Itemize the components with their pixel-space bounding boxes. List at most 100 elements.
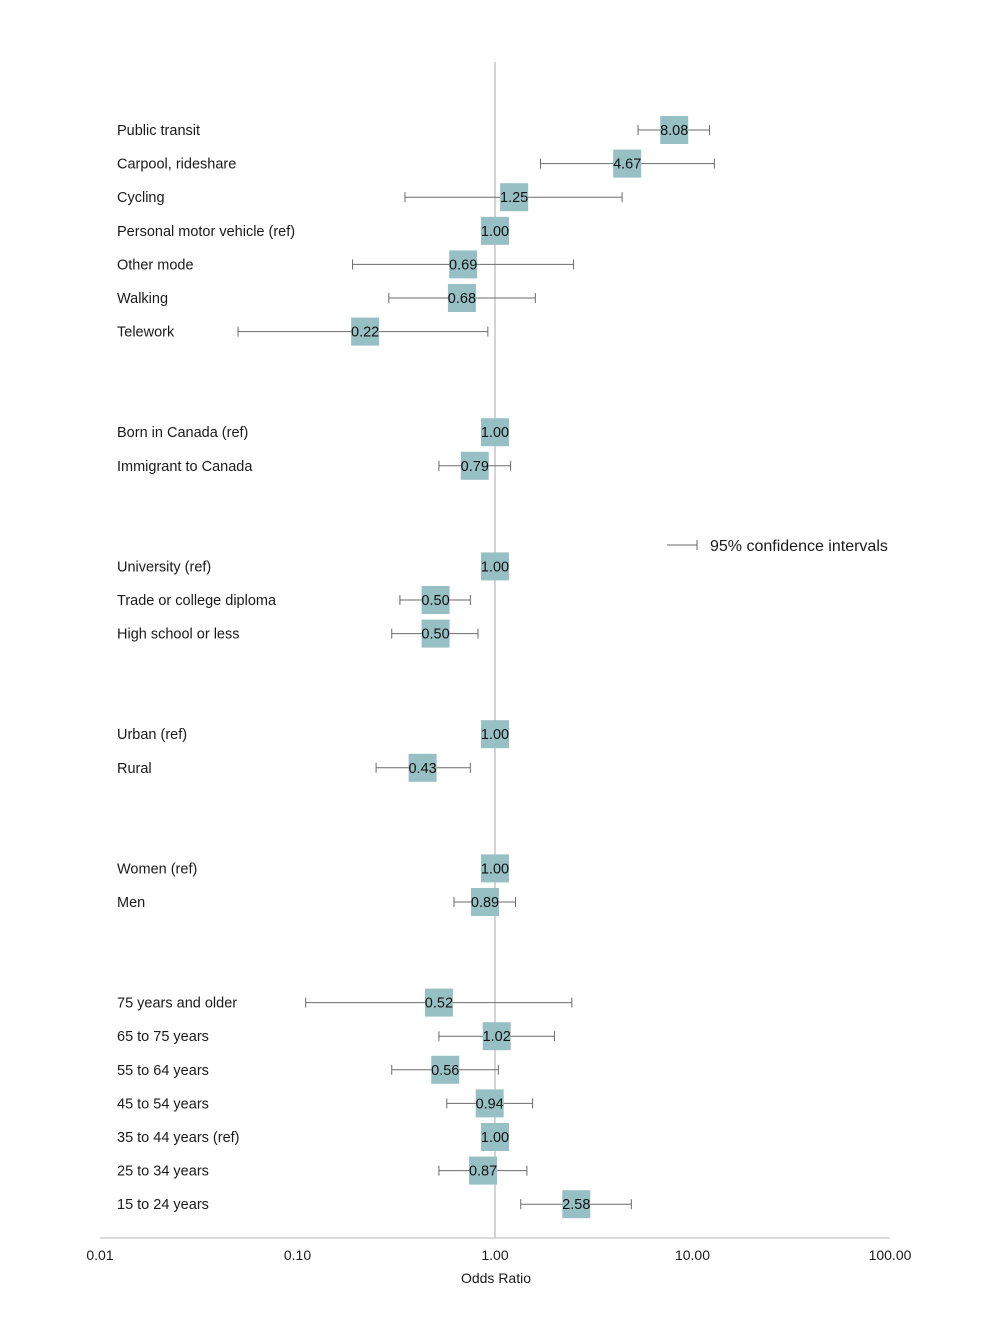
value-label: 1.00 bbox=[481, 1130, 509, 1146]
point-estimate-box bbox=[660, 116, 689, 144]
value-label: 1.00 bbox=[481, 224, 509, 240]
forest-row: 25 to 34 years 0.87 bbox=[117, 1156, 528, 1185]
row-label: Carpool, rideshare bbox=[117, 157, 236, 173]
forest-row: 75 years and older 0.52 bbox=[117, 988, 573, 1017]
legend: 95% confidence intervals bbox=[667, 538, 888, 555]
value-label: 0.89 bbox=[471, 895, 499, 911]
point-estimate-box bbox=[421, 619, 450, 648]
row-label: Born in Canada (ref) bbox=[117, 425, 248, 441]
point-estimate-box bbox=[481, 552, 509, 581]
forest-row: 65 to 75 years 1.02 bbox=[117, 1022, 555, 1051]
row-label: Women (ref) bbox=[117, 861, 197, 877]
point-estimate-box bbox=[481, 854, 509, 883]
x-axis: 0.01 0.10 1.00 10.00 100.00 bbox=[86, 1237, 912, 1263]
x-tick-label: 100.00 bbox=[869, 1247, 912, 1263]
point-estimate-box bbox=[481, 216, 509, 245]
value-label: 1.00 bbox=[481, 559, 509, 575]
forest-row: University (ref) 1.00 bbox=[117, 552, 509, 581]
value-label: 4.67 bbox=[613, 157, 641, 173]
plot-rows: Public transit 8.08 Carpool, rideshare 4.67… bbox=[117, 116, 715, 1219]
row-label: 35 to 44 years (ref) bbox=[117, 1130, 240, 1146]
value-label: 2.58 bbox=[562, 1197, 590, 1213]
value-label: 1.00 bbox=[481, 727, 509, 743]
forest-row: 35 to 44 years (ref) 1.00 bbox=[117, 1123, 509, 1151]
forest-row: Public transit 8.08 bbox=[117, 116, 711, 144]
x-tick-label: 0.01 bbox=[86, 1247, 113, 1263]
row-group: Public transit 8.08 Carpool, rideshare 4.67… bbox=[117, 116, 715, 346]
row-label: 25 to 34 years bbox=[117, 1164, 209, 1180]
point-estimate-box bbox=[475, 1089, 504, 1118]
x-tick-label: 0.10 bbox=[284, 1247, 311, 1263]
point-estimate-box bbox=[447, 284, 476, 312]
forest-row: Immigrant to Canada 0.79 bbox=[117, 451, 512, 480]
value-label: 1.25 bbox=[500, 190, 528, 206]
row-group: University (ref) 1.00 Trade or college dip… bbox=[117, 552, 509, 648]
point-estimate-box bbox=[431, 1055, 460, 1084]
forest-row: Urban (ref) 1.00 bbox=[117, 720, 509, 749]
x-axis-title: Odds Ratio bbox=[461, 1270, 531, 1286]
row-label: High school or less bbox=[117, 627, 240, 643]
value-label: 0.50 bbox=[421, 627, 449, 643]
row-label: Men bbox=[117, 895, 145, 911]
row-label: 75 years and older bbox=[117, 996, 237, 1012]
row-label: Urban (ref) bbox=[117, 727, 187, 743]
value-label: 0.50 bbox=[421, 593, 449, 609]
row-label: Telework bbox=[117, 325, 175, 341]
row-group: Born in Canada (ref) 1.00 Immigrant to Can… bbox=[117, 418, 512, 480]
point-estimate-box bbox=[421, 586, 450, 614]
forest-row: 55 to 64 years 0.56 bbox=[117, 1055, 499, 1084]
point-estimate-box bbox=[481, 720, 509, 749]
row-label: Public transit bbox=[117, 123, 200, 139]
forest-row: 15 to 24 years 2.58 bbox=[117, 1190, 632, 1219]
point-estimate-box bbox=[351, 317, 380, 346]
row-label: University (ref) bbox=[117, 559, 211, 575]
forest-row: Cycling 1.25 bbox=[117, 183, 623, 212]
forest-row: Women (ref) 1.00 bbox=[117, 854, 509, 883]
forest-row: Telework 0.22 bbox=[117, 317, 489, 346]
row-label: Walking bbox=[117, 291, 168, 307]
point-estimate-box bbox=[562, 1190, 591, 1219]
legend-label: 95% confidence intervals bbox=[710, 538, 888, 555]
point-estimate-box bbox=[482, 1022, 511, 1051]
point-estimate-box bbox=[469, 1156, 498, 1185]
value-label: 1.00 bbox=[481, 861, 509, 877]
value-label: 0.22 bbox=[351, 325, 379, 341]
forest-row: Personal motor vehicle (ref) 1.00 bbox=[117, 216, 509, 245]
point-estimate-box bbox=[408, 753, 437, 782]
value-label: 8.08 bbox=[660, 123, 688, 139]
point-estimate-box bbox=[471, 888, 500, 916]
forest-row: Carpool, rideshare 4.67 bbox=[117, 149, 715, 178]
forest-row: Men 0.89 bbox=[117, 888, 517, 916]
x-tick-label: 10.00 bbox=[675, 1247, 710, 1263]
forest-row: Rural 0.43 bbox=[117, 753, 471, 782]
row-group: Urban (ref) 1.00 Rural 0.43 bbox=[117, 720, 509, 782]
forest-row: 45 to 54 years 0.94 bbox=[117, 1089, 534, 1118]
row-label: Trade or college diploma bbox=[117, 593, 277, 609]
row-label: Cycling bbox=[117, 190, 165, 206]
point-estimate-box bbox=[424, 988, 453, 1017]
row-label: Rural bbox=[117, 761, 152, 777]
value-label: 0.87 bbox=[469, 1164, 497, 1180]
row-label: 65 to 75 years bbox=[117, 1029, 209, 1045]
value-label: 1.02 bbox=[483, 1029, 511, 1045]
value-label: 1.00 bbox=[481, 425, 509, 441]
point-estimate-box bbox=[460, 451, 489, 480]
value-label: 0.69 bbox=[449, 257, 477, 273]
row-label: Immigrant to Canada bbox=[117, 459, 253, 475]
value-label: 0.94 bbox=[476, 1096, 504, 1112]
value-label: 0.56 bbox=[431, 1063, 459, 1079]
forest-row: Trade or college diploma 0.50 bbox=[117, 586, 471, 614]
point-estimate-box bbox=[481, 1123, 509, 1151]
row-group: 75 years and older 0.52 65 to 75 years 1.02… bbox=[117, 988, 632, 1219]
forest-row: Walking 0.68 bbox=[117, 284, 536, 312]
row-label: Personal motor vehicle (ref) bbox=[117, 224, 295, 240]
forest-row: High school or less 0.50 bbox=[117, 619, 479, 648]
point-estimate-box bbox=[449, 250, 478, 279]
forest-row: Other mode 0.69 bbox=[117, 250, 575, 279]
row-label: 55 to 64 years bbox=[117, 1063, 209, 1079]
row-label: Other mode bbox=[117, 257, 194, 273]
row-group: Women (ref) 1.00 Men 0.89 bbox=[117, 854, 517, 916]
row-label: 45 to 54 years bbox=[117, 1096, 209, 1112]
